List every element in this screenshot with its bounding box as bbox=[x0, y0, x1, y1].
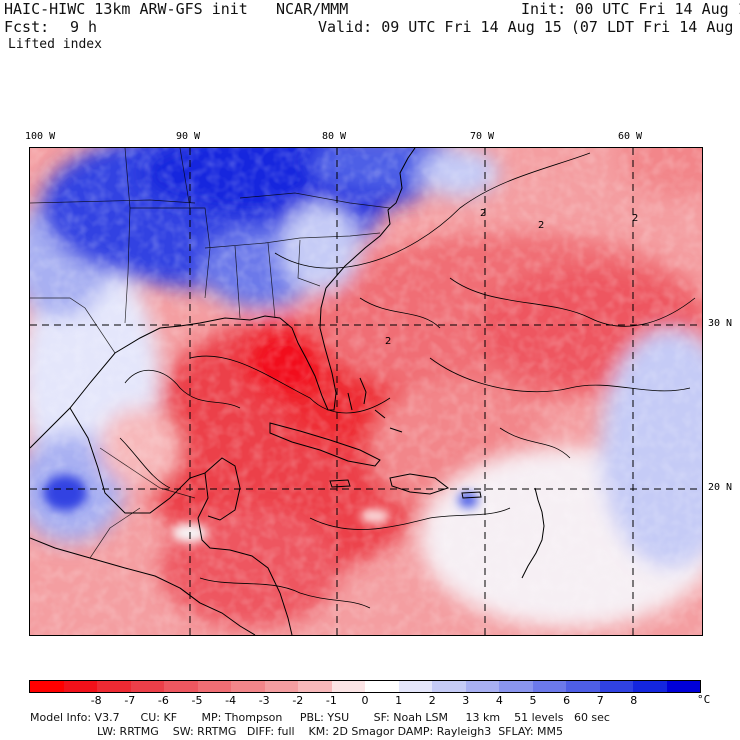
fcst-label: Fcst: bbox=[4, 18, 50, 36]
colorbar-cell bbox=[532, 681, 566, 692]
lat-label-30n: 30 N bbox=[708, 318, 733, 329]
colorbar-tick-label: 6 bbox=[563, 694, 571, 707]
colorbar-cell bbox=[666, 681, 700, 692]
map-canvas: 2 2 2 2 bbox=[30, 148, 702, 635]
colorbar-tick-label: 7 bbox=[596, 694, 604, 707]
colorbar-tick-label: 0 bbox=[361, 694, 369, 707]
colorbar-cell bbox=[164, 681, 198, 692]
colorbar-cell bbox=[365, 681, 399, 692]
colorbar-tick-label: 1 bbox=[395, 694, 403, 707]
colorbar-cell bbox=[398, 681, 432, 692]
coastlines bbox=[30, 148, 545, 635]
colorbar-tick-label: -8 bbox=[90, 694, 102, 707]
colorbar-tick-label: -5 bbox=[191, 694, 203, 707]
model-info-line1: Model Info: V3.7 CU: KF MP: Thompson PBL… bbox=[30, 711, 610, 724]
colorbar-unit: °C bbox=[697, 693, 711, 706]
lon-label-70w: 70 W bbox=[470, 131, 495, 142]
fcst-value: 9 h bbox=[70, 18, 98, 36]
field-name: Lifted index bbox=[8, 37, 102, 52]
model-info-line2: LW: RRTMG SW: RRTMG DIFF: full KM: 2D Sm… bbox=[97, 725, 563, 738]
colorbar-tick-label: -6 bbox=[157, 694, 169, 707]
colorbar-tick-label: -2 bbox=[292, 694, 304, 707]
colorbar-tick-label: -3 bbox=[258, 694, 270, 707]
colorbar-cell bbox=[197, 681, 231, 692]
colorbar bbox=[29, 680, 701, 693]
colorbar-cell bbox=[566, 681, 600, 692]
colorbar-cell bbox=[633, 681, 667, 692]
valid-time: Valid: 09 UTC Fri 14 Aug 15 (07 LDT Fri … bbox=[318, 18, 740, 36]
political-borders bbox=[30, 148, 391, 559]
contour-label: 2 bbox=[480, 208, 486, 219]
colorbar-cell bbox=[63, 681, 97, 692]
colorbar-cell bbox=[264, 681, 298, 692]
colorbar-cell bbox=[331, 681, 365, 692]
org-label: NCAR/MMM bbox=[276, 0, 349, 18]
model-title: HAIC-HIWC 13km ARW-GFS init bbox=[4, 0, 248, 18]
colorbar-cell bbox=[97, 681, 131, 692]
contour-label: 2 bbox=[538, 220, 544, 231]
colorbar-cell bbox=[599, 681, 633, 692]
colorbar-tick-label: 2 bbox=[428, 694, 436, 707]
lon-label-60w: 60 W bbox=[618, 131, 643, 142]
lifted-index-map: 2 2 2 2 bbox=[29, 147, 703, 636]
colorbar-tick-label: -4 bbox=[225, 694, 237, 707]
colorbar-cell bbox=[30, 681, 64, 692]
colorbar-cell bbox=[298, 681, 332, 692]
colorbar-tick-label: 8 bbox=[630, 694, 638, 707]
lat-label-20n: 20 N bbox=[708, 482, 733, 493]
colorbar-cell bbox=[231, 681, 265, 692]
colorbar-tick-label: -7 bbox=[124, 694, 136, 707]
colorbar-tick-label: 5 bbox=[529, 694, 537, 707]
colorbar-cell bbox=[432, 681, 466, 692]
lon-label-90w: 90 W bbox=[176, 131, 201, 142]
contours bbox=[119, 152, 696, 609]
lon-label-80w: 80 W bbox=[322, 131, 347, 142]
colorbar-tick-label: 3 bbox=[462, 694, 470, 707]
lat-lon-grid bbox=[30, 148, 702, 635]
colorbar-tick-label: 4 bbox=[495, 694, 503, 707]
colorbar-cell bbox=[465, 681, 499, 692]
colorbar-cell bbox=[130, 681, 164, 692]
init-time: Init: 00 UTC Fri 14 Aug 15 bbox=[521, 0, 740, 18]
colorbar-cell bbox=[499, 681, 533, 692]
colorbar-tick-label: -1 bbox=[325, 694, 337, 707]
contour-label: 2 bbox=[632, 213, 638, 224]
lon-label-100w: 100 W bbox=[25, 131, 56, 142]
contour-label: 2 bbox=[385, 336, 391, 347]
